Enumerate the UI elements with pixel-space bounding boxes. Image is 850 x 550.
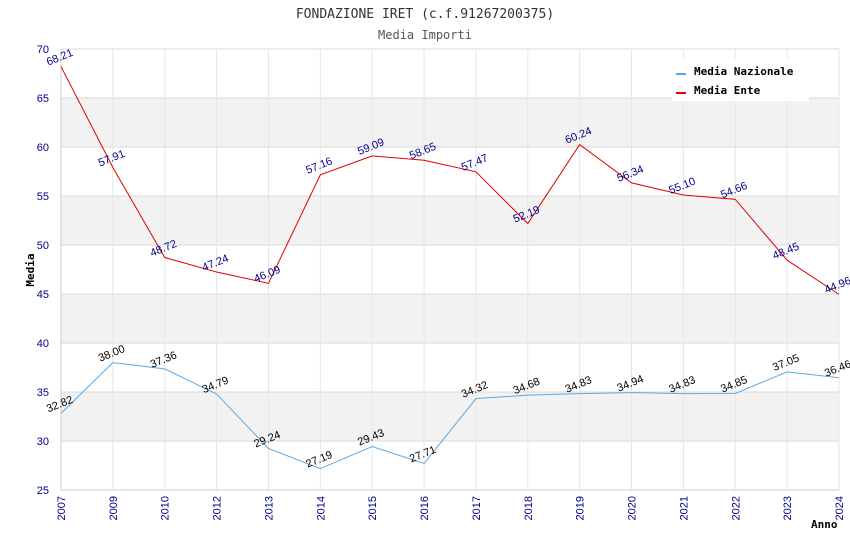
chart-subtitle: Media Importi [378,28,472,42]
series-line-media-ente [60,66,840,295]
legend-entry: Media Ente [694,84,761,97]
y-tick-label: 30 [37,436,49,448]
x-tick-label: 2018 [523,496,535,520]
grid-band [61,98,839,147]
x-tick-label: 2017 [471,496,483,520]
x-tick-label: 2023 [782,496,794,520]
series-line-media-nazionale [60,362,840,470]
plot-area: 25 30 35 40 45 50 55 60 65 70 2007 2009 2010 2012 2013… [37,44,850,520]
y-tick-label: 50 [37,240,49,252]
y-tick-label: 70 [37,44,49,56]
grid-band [61,441,839,490]
x-tick-label: 2007 [56,496,68,520]
x-tick-label: 2013 [263,496,275,520]
x-tick-label: 2016 [419,496,431,520]
x-tick-label: 2015 [367,496,379,520]
grid-band [61,392,839,441]
legend: Media Nazionale Media Ente [672,59,809,101]
legend-entry: Media Nazionale [694,65,794,78]
y-tick-label: 65 [37,93,49,105]
x-tick-label: 2024 [834,496,846,520]
grid-band [61,196,839,245]
x-tick-label: 2009 [108,496,120,520]
grid-band [61,343,839,392]
x-tick-label: 2019 [575,496,587,520]
y-tick-label: 25 [37,485,49,497]
legend-box [672,59,809,101]
x-tick-label: 2014 [315,496,327,520]
y-tick-label: 40 [37,338,49,350]
grid-band [61,294,839,343]
x-tick-label: 2020 [627,496,639,520]
chart-title: FONDAZIONE IRET (c.f.91267200375) [296,7,554,22]
grid-band [61,245,839,294]
x-axis-label: Anno [811,518,838,531]
x-tick-label: 2022 [730,496,742,520]
x-tick-label: 2010 [160,496,172,520]
y-axis-label: Media [24,253,37,286]
x-tick-label: 2012 [212,496,224,520]
y-tick-label: 55 [37,191,49,203]
y-tick-label: 45 [37,289,49,301]
x-tick-label: 2021 [678,496,690,520]
y-tick-label: 35 [37,387,49,399]
y-tick-label: 60 [37,142,49,154]
grid-band [61,147,839,196]
